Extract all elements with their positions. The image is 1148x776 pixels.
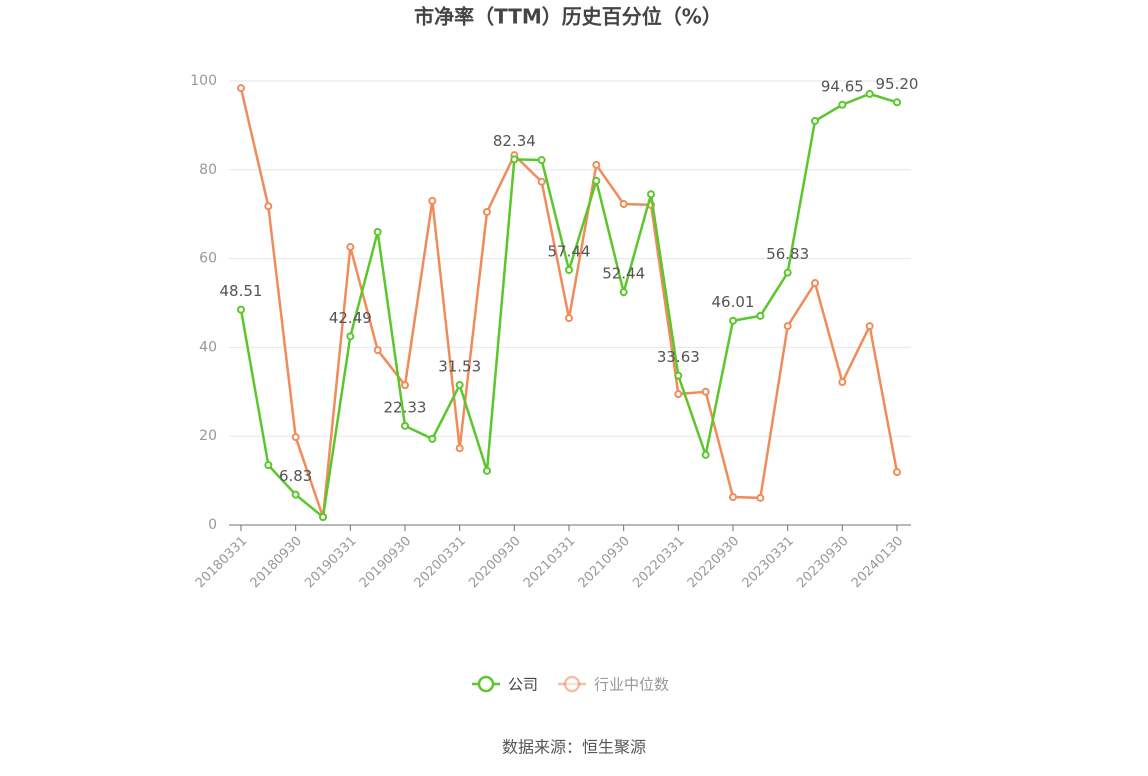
data-point — [729, 316, 737, 325]
x-tick-label: 20230930 — [794, 534, 851, 591]
data-label: 95.20 — [876, 75, 919, 93]
data-point — [319, 513, 327, 522]
x-tick-label: 20190930 — [357, 534, 414, 591]
y-tick-label: 20 — [199, 428, 217, 444]
data-point — [455, 444, 464, 453]
data-point — [291, 490, 300, 499]
legend-label: 公司 — [508, 676, 538, 694]
data-point — [592, 176, 601, 185]
data-point — [592, 160, 601, 169]
data-point — [537, 156, 546, 165]
data-label: 6.83 — [279, 467, 312, 485]
data-point — [565, 314, 573, 323]
data-point — [701, 450, 710, 459]
x-tick-label: 20180930 — [248, 534, 305, 591]
data-point — [729, 493, 737, 502]
data-point — [428, 434, 437, 443]
data-label: 56.83 — [766, 245, 809, 263]
legend-item[interactable]: 公司 — [472, 676, 538, 694]
x-tick-label: 20200331 — [412, 534, 469, 591]
x-tick-label: 20180331 — [193, 534, 250, 591]
data-label: 48.51 — [220, 282, 263, 300]
data-point — [537, 177, 546, 186]
x-tick-label: 20220930 — [685, 534, 742, 591]
data-point — [701, 387, 710, 396]
series-line — [239, 87, 899, 518]
data-point — [674, 371, 683, 380]
legend-marker — [563, 675, 581, 693]
data-label: 94.65 — [821, 77, 864, 95]
data-label: 22.33 — [384, 398, 427, 416]
data-point — [647, 190, 655, 199]
data-point — [674, 390, 683, 399]
data-point — [865, 89, 874, 98]
data-point — [373, 346, 382, 355]
x-tick-label: 20190331 — [302, 534, 359, 591]
data-point — [346, 332, 355, 341]
data-point — [756, 311, 765, 320]
series-line — [239, 92, 898, 520]
y-tick-label: 100 — [190, 73, 217, 89]
data-point — [483, 466, 491, 475]
data-label: 52.44 — [602, 265, 645, 283]
data-label: 46.01 — [712, 293, 755, 311]
legend-item[interactable]: 行业中位数 — [558, 676, 669, 694]
data-point — [291, 433, 300, 442]
data-label: 57.44 — [548, 242, 591, 260]
data-point — [346, 243, 355, 252]
data-point — [838, 378, 847, 387]
data-point — [428, 196, 437, 205]
data-label: 82.34 — [493, 132, 536, 150]
data-point — [455, 381, 464, 390]
data-point — [893, 98, 901, 107]
y-tick-label: 40 — [199, 339, 217, 355]
x-tick-label: 20230331 — [740, 534, 797, 591]
data-point — [893, 468, 901, 477]
data-point — [401, 381, 409, 390]
data-point — [783, 268, 792, 277]
data-label: 33.63 — [657, 348, 700, 366]
data-point — [264, 461, 273, 470]
data-point — [783, 322, 792, 331]
x-tick-label: 20220331 — [630, 534, 687, 591]
x-tick-label: 20200930 — [466, 534, 523, 591]
data-point — [237, 84, 245, 93]
data-point — [811, 279, 819, 288]
data-point — [756, 493, 765, 502]
data-point — [619, 199, 628, 208]
data-point — [865, 322, 874, 331]
chart-title: 市净率（TTM）历史百分位（%） — [414, 5, 722, 29]
data-label: 42.49 — [329, 309, 372, 327]
data-point — [237, 305, 245, 314]
data-point — [373, 227, 382, 236]
data-point — [565, 265, 573, 274]
data-point — [510, 155, 519, 164]
data-point — [483, 207, 491, 216]
data-point — [619, 288, 628, 297]
source-note: 数据来源：恒生聚源 — [502, 738, 646, 757]
y-tick-label: 80 — [199, 162, 217, 178]
legend-label: 行业中位数 — [594, 676, 669, 694]
data-point — [838, 100, 847, 109]
data-label: 31.53 — [438, 358, 481, 376]
legend-marker — [477, 675, 495, 693]
x-tick-label: 20210331 — [521, 534, 578, 591]
data-point — [401, 421, 409, 430]
y-tick-label: 60 — [199, 251, 217, 267]
data-point — [264, 202, 273, 211]
x-tick-label: 20210930 — [576, 534, 633, 591]
x-tick-label: 20240130 — [849, 534, 906, 591]
data-point — [811, 116, 819, 125]
y-tick-label: 0 — [208, 517, 217, 533]
